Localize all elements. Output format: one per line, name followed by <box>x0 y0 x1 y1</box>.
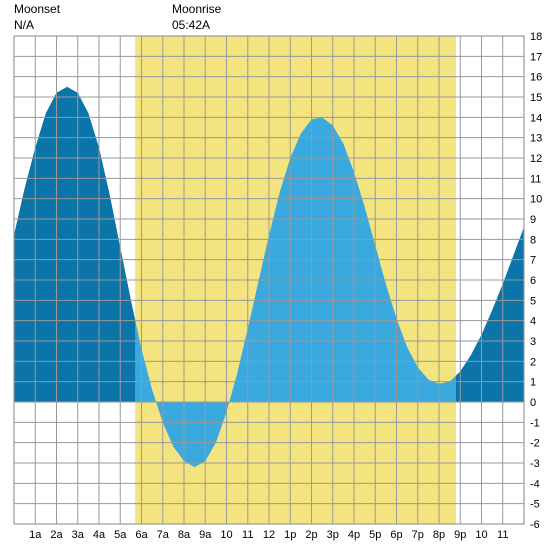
moonset-label: Moonset N/A <box>14 2 60 33</box>
svg-text:4a: 4a <box>93 529 106 541</box>
svg-text:6: 6 <box>530 275 536 287</box>
svg-text:12: 12 <box>530 153 542 165</box>
svg-text:1: 1 <box>530 377 536 389</box>
svg-text:3p: 3p <box>327 529 339 541</box>
svg-text:5p: 5p <box>369 529 381 541</box>
svg-text:2a: 2a <box>50 529 63 541</box>
svg-text:8p: 8p <box>433 529 445 541</box>
moonrise-value: 05:42A <box>172 18 221 34</box>
svg-text:2: 2 <box>530 356 536 368</box>
svg-text:1p: 1p <box>284 529 296 541</box>
svg-text:-5: -5 <box>530 499 540 511</box>
tide-chart: Moonset N/A Moonrise 05:42A 181716151413… <box>0 0 550 550</box>
svg-text:4p: 4p <box>348 529 360 541</box>
svg-text:10: 10 <box>530 194 542 206</box>
svg-text:9a: 9a <box>199 529 212 541</box>
svg-text:12: 12 <box>263 529 275 541</box>
svg-text:5: 5 <box>530 295 536 307</box>
svg-text:11: 11 <box>530 173 541 185</box>
svg-text:15: 15 <box>530 92 542 104</box>
svg-text:2p: 2p <box>305 529 317 541</box>
svg-text:16: 16 <box>530 72 542 84</box>
svg-text:-3: -3 <box>530 458 540 470</box>
svg-text:13: 13 <box>530 133 542 145</box>
svg-text:6a: 6a <box>135 529 148 541</box>
svg-text:3: 3 <box>530 336 536 348</box>
svg-text:-4: -4 <box>530 478 540 490</box>
svg-text:18: 18 <box>530 31 542 43</box>
moonrise-label: Moonrise 05:42A <box>172 2 221 33</box>
svg-text:4: 4 <box>530 316 536 328</box>
svg-text:-2: -2 <box>530 438 540 450</box>
chart-svg: 1817161514131211109876543210-1-2-3-4-5-6… <box>0 0 550 550</box>
svg-text:11: 11 <box>242 529 253 541</box>
svg-text:7p: 7p <box>412 529 424 541</box>
svg-text:10: 10 <box>220 529 232 541</box>
svg-text:7a: 7a <box>157 529 170 541</box>
moonset-value: N/A <box>14 18 60 34</box>
svg-text:10: 10 <box>475 529 487 541</box>
svg-text:9: 9 <box>530 214 536 226</box>
svg-text:6p: 6p <box>390 529 402 541</box>
svg-text:11: 11 <box>497 529 508 541</box>
svg-text:-1: -1 <box>530 417 540 429</box>
svg-text:3a: 3a <box>72 529 85 541</box>
svg-text:9p: 9p <box>454 529 466 541</box>
svg-text:-6: -6 <box>530 519 540 531</box>
svg-text:1a: 1a <box>29 529 42 541</box>
svg-text:5a: 5a <box>114 529 127 541</box>
svg-text:17: 17 <box>530 51 542 63</box>
svg-text:8: 8 <box>530 234 536 246</box>
svg-text:8a: 8a <box>178 529 191 541</box>
svg-text:14: 14 <box>530 112 542 124</box>
moonset-title: Moonset <box>14 2 60 18</box>
moonrise-title: Moonrise <box>172 2 221 18</box>
svg-text:0: 0 <box>530 397 536 409</box>
svg-text:7: 7 <box>530 255 536 267</box>
